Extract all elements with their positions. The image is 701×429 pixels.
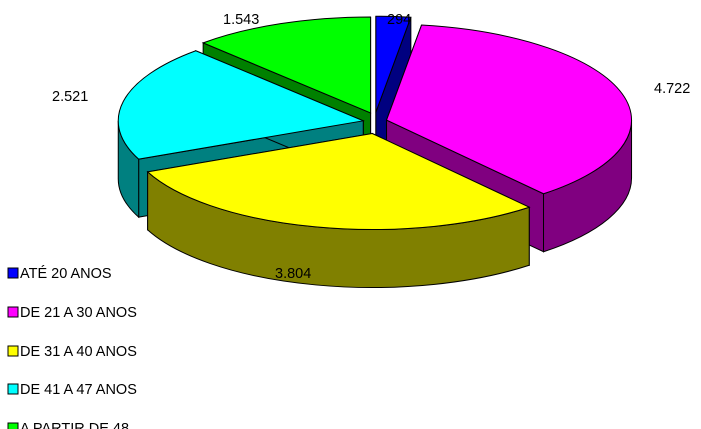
value-label-ate-20: 294 [387, 12, 411, 28]
legend-label-41-47: DE 41 A 47 ANOS [20, 382, 137, 398]
legend-label-31-40: DE 31 A 40 ANOS [20, 344, 137, 360]
legend-swatch-31-40 [7, 345, 19, 357]
legend-label-48-plus: A PARTIR DE 48 [20, 421, 129, 429]
legend-item-48-plus: A PARTIR DE 48 [7, 421, 129, 429]
value-label-48-plus: 1.543 [223, 12, 259, 28]
slice-top-41-47 [117, 50, 366, 160]
legend-item-41-47: DE 41 A 47 ANOS [7, 382, 137, 398]
slice-top-ate-20 [375, 15, 412, 113]
legend: ATÉ 20 ANOS DE 21 A 30 ANOS DE 31 A 40 A… [7, 265, 137, 429]
legend-swatch-48-plus [7, 422, 19, 429]
value-label-31-40: 3.804 [275, 266, 311, 282]
legend-swatch-41-47 [7, 383, 19, 395]
legend-label-ate-20: ATÉ 20 ANOS [20, 265, 112, 282]
legend-item-21-30: DE 21 A 30 ANOS [7, 305, 137, 321]
legend-label-21-30: DE 21 A 30 ANOS [20, 305, 137, 321]
slice-top-21-30 [385, 24, 633, 195]
value-label-21-30: 4.722 [654, 81, 690, 97]
value-label-41-47: 2.521 [52, 89, 88, 105]
slice-ate-20 [375, 15, 412, 171]
slice-top-48-plus [201, 16, 372, 114]
legend-item-ate-20: ATÉ 20 ANOS [7, 265, 112, 282]
slice-31-40 [146, 132, 531, 289]
legend-item-31-40: DE 31 A 40 ANOS [7, 344, 137, 360]
pie-value-labels: 294 4.722 3.804 2.521 1.543 [52, 12, 690, 282]
pie-slices [117, 15, 633, 289]
slice-top-31-40 [146, 132, 531, 231]
legend-swatch-21-30 [7, 306, 19, 318]
legend-swatch-ate-20 [7, 267, 19, 279]
